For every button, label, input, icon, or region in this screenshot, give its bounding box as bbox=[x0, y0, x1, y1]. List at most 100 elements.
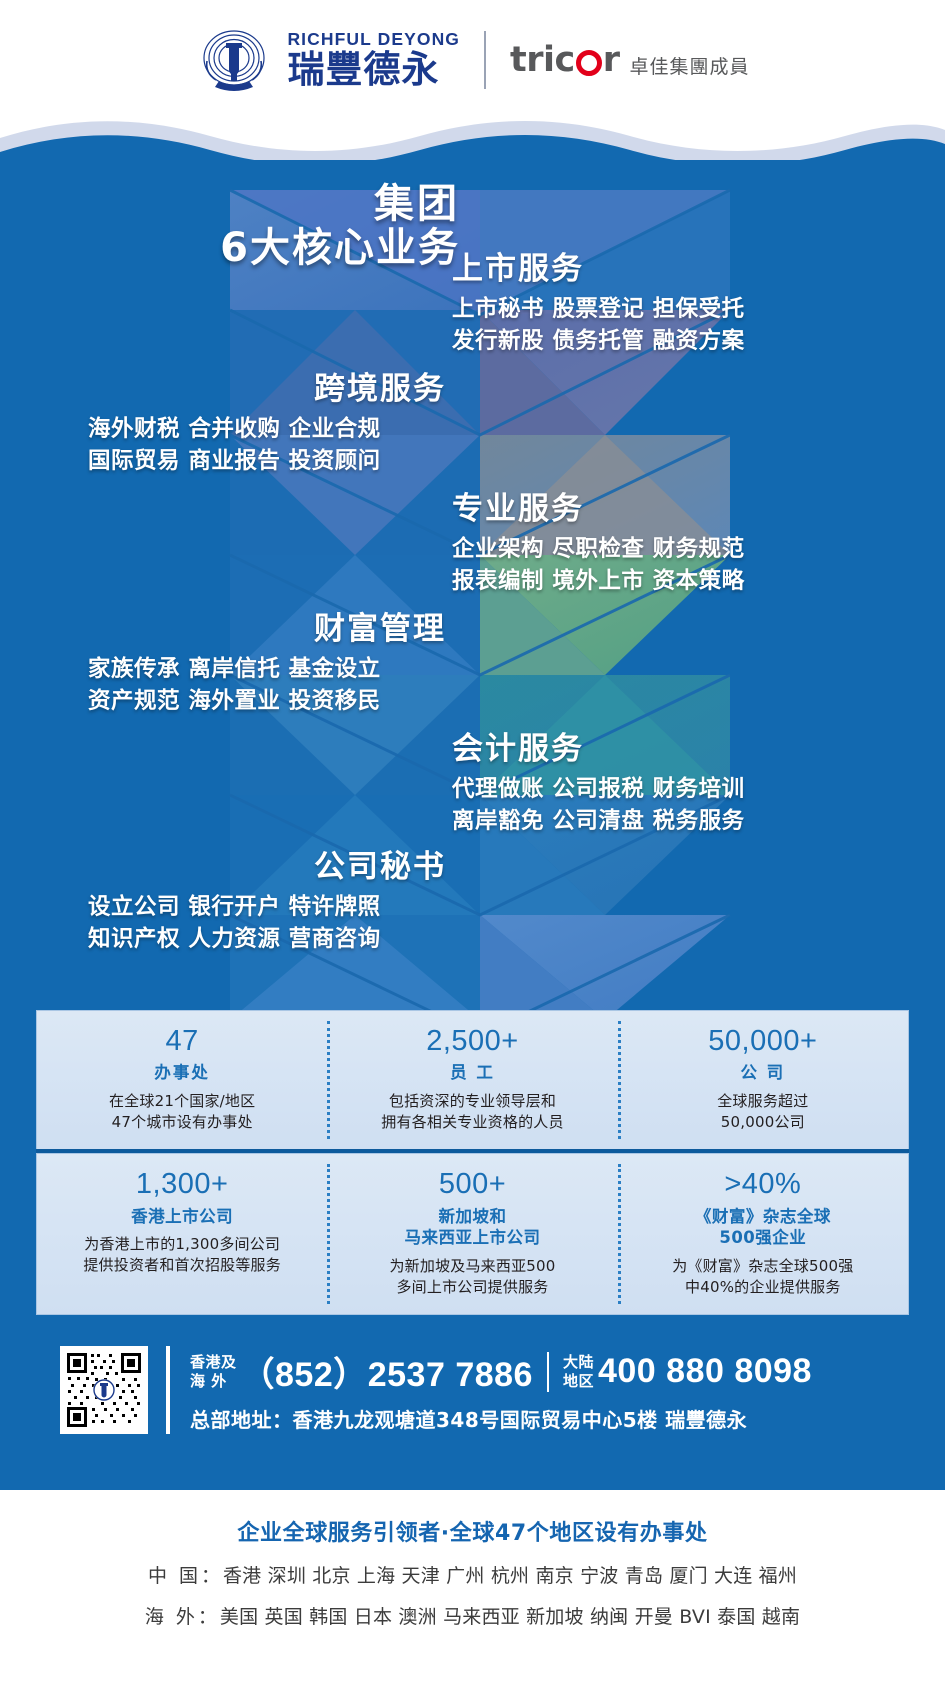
service-title-secretary: 公司秘书 bbox=[314, 849, 446, 885]
stat-label-sg-my-listed-line2: 马来西亚上市公司 bbox=[404, 1228, 541, 1248]
hk-phone-number[interactable]: （852）2537 7886 bbox=[240, 1356, 533, 1394]
logo-row: RICHFUL DEYONG 瑞豐德永 tric r 卓佳集團成員 bbox=[195, 27, 749, 93]
partner-chinese-label: 卓佳集團成員 bbox=[629, 55, 750, 78]
stat-card-offices: 47 办事处 在全球21个国家/地区 47个城市设有办事处 bbox=[37, 1011, 327, 1149]
service-items-professional-line1: 企业架构 尽职检查 财务规范 bbox=[452, 535, 745, 562]
stat-label-fortune500: 《财富》杂志全球 500强企业 bbox=[626, 1206, 900, 1249]
service-title-wealth: 财富管理 bbox=[314, 611, 446, 647]
stat-label-hk-listed: 香港上市公司 bbox=[45, 1206, 319, 1227]
service-title-accounting: 会计服务 bbox=[452, 731, 584, 767]
stat-number-offices: 47 bbox=[165, 1025, 199, 1057]
cn-phone-tag: 大陆 地区 bbox=[563, 1353, 594, 1390]
qr-code-icon[interactable] bbox=[60, 1346, 148, 1434]
contact-inner: 香港及 海 外 （852）2537 7886 大陆 地区 400 880 809… bbox=[60, 1346, 812, 1434]
service-block-cross-border: 跨境服务 海外财税 合并收购 企业合规 国际贸易 商业报告 投资顾问 bbox=[88, 372, 446, 478]
service-block-professional: 专业服务 企业架构 尽职检查 财务规范 报表编制 境外上市 资本策略 bbox=[452, 492, 745, 598]
hk-phone-tag: 香港及 海 外 bbox=[190, 1353, 237, 1390]
statistics-section: 47 办事处 在全球21个国家/地区 47个城市设有办事处 2,500+ 员 工… bbox=[36, 1010, 909, 1316]
service-items-accounting-line1: 代理做账 公司报税 财务培训 bbox=[452, 775, 745, 802]
stat-desc-sg-my-listed-line2: 多间上市公司提供服务 bbox=[396, 1277, 549, 1296]
service-title-listing: 上市服务 bbox=[452, 251, 584, 287]
service-block-listing: 上市服务 上市秘书 股票登记 担保受托 发行新股 债务托管 融资方案 bbox=[452, 252, 745, 358]
stat-desc-hk-listed: 为香港上市的1,300多间公司 提供投资者和首次招股等服务 bbox=[45, 1234, 319, 1277]
stat-label-hk-listed-line1: 香港上市公司 bbox=[131, 1206, 234, 1226]
stat-card-sg-my-listed: 500+ 新加坡和 马来西亚上市公司 为新加坡及马来西亚500 多间上市公司提供… bbox=[327, 1154, 617, 1314]
service-items-accounting-line2: 离岸豁免 公司清盘 税务服务 bbox=[452, 808, 745, 835]
stat-number-staff: 2,500+ bbox=[426, 1025, 519, 1057]
stat-card-hk-listed: 1,300+ 香港上市公司 为香港上市的1,300多间公司 提供投资者和首次招股… bbox=[37, 1154, 327, 1314]
stat-desc-companies-line2: 50,000公司 bbox=[720, 1113, 805, 1132]
stat-desc-offices: 在全球21个国家/地区 47个城市设有办事处 bbox=[45, 1091, 319, 1134]
service-items-wealth-line1: 家族传承 离岸信托 基金设立 bbox=[88, 655, 381, 682]
stat-desc-staff-line2: 拥有各相关专业资格的人员 bbox=[381, 1113, 564, 1132]
vertical-divider-icon bbox=[484, 31, 487, 89]
header-logo-bar: RICHFUL DEYONG 瑞豐德永 tric r 卓佳集團成員 bbox=[0, 0, 945, 120]
circle-o-icon bbox=[575, 50, 602, 76]
stat-desc-companies-line1: 全球服务超过 bbox=[717, 1091, 809, 1110]
partner-logo: tric r 卓佳集團成員 bbox=[510, 39, 750, 80]
brand-block: RICHFUL DEYONG 瑞豐德永 bbox=[287, 29, 460, 90]
service-items-listing-line2: 发行新股 债务托管 融资方案 bbox=[452, 328, 745, 355]
stat-desc-staff: 包括资深的专业领导层和 拥有各相关专业资格的人员 bbox=[335, 1091, 609, 1134]
footer-row-china: 中 国：香港 深圳 北京 上海 天津 广州 杭州 南京 宁波 青岛 厦门 大连 … bbox=[0, 1561, 945, 1588]
hk-phone-tag-line2: 海 外 bbox=[190, 1371, 227, 1390]
stat-label-sg-my-listed: 新加坡和 马来西亚上市公司 bbox=[335, 1206, 609, 1249]
cn-phone-number[interactable]: 400 880 8098 bbox=[597, 1352, 812, 1390]
stat-label-companies: 公 司 bbox=[740, 1063, 786, 1083]
stat-number-sg-my-listed: 500+ bbox=[438, 1168, 507, 1201]
service-items-secretary-line1: 设立公司 银行开户 特许牌照 bbox=[88, 893, 381, 920]
headquarters-address: 总部地址：香港九龙观塘道348号国际贸易中心5楼 瑞豐德永 bbox=[190, 1408, 748, 1432]
partner-name-head: tric bbox=[510, 39, 575, 80]
stat-number-fortune500: >40% bbox=[724, 1168, 802, 1201]
statistics-divider bbox=[36, 1149, 909, 1154]
stat-desc-fortune500-line1: 为《财富》杂志全球500强 bbox=[672, 1256, 854, 1275]
service-items-cross-border-line1: 海外财税 合并收购 企业合规 bbox=[88, 415, 381, 442]
footer-cities-china: 香港 深圳 北京 上海 天津 广州 杭州 南京 宁波 青岛 厦门 大连 福州 bbox=[222, 1565, 798, 1587]
contact-section: 香港及 海 外 （852）2537 7886 大陆 地区 400 880 809… bbox=[0, 1330, 945, 1490]
service-block-accounting: 会计服务 代理做账 公司报税 财务培训 离岸豁免 公司清盘 税务服务 bbox=[452, 732, 745, 838]
stat-card-fortune500: >40% 《财富》杂志全球 500强企业 为《财富》杂志全球500强 中40%的… bbox=[617, 1154, 908, 1314]
hero-title-line2: 6大核心业务 bbox=[220, 225, 460, 271]
stat-desc-offices-line2: 47个城市设有办事处 bbox=[111, 1113, 253, 1132]
service-items-secretary-line2: 知识产权 人力资源 营商咨询 bbox=[88, 926, 381, 953]
stat-label-staff: 员 工 bbox=[450, 1063, 495, 1083]
phone-divider-icon bbox=[546, 1351, 549, 1392]
core-business-diagram bbox=[0, 160, 945, 1020]
stat-desc-companies: 全球服务超过 50,000公司 bbox=[626, 1091, 900, 1134]
service-title-cross-border: 跨境服务 bbox=[314, 371, 446, 407]
service-block-secretary: 公司秘书 设立公司 银行开户 特许牌照 知识产权 人力资源 营商咨询 bbox=[88, 850, 446, 956]
stat-desc-hk-listed-line2: 提供投资者和首次招股等服务 bbox=[83, 1256, 281, 1275]
statistics-row-1: 47 办事处 在全球21个国家/地区 47个城市设有办事处 2,500+ 员 工… bbox=[36, 1010, 909, 1150]
stat-number-hk-listed: 1,300+ bbox=[135, 1168, 229, 1201]
contact-divider-icon bbox=[166, 1346, 170, 1434]
footer-cities-overseas: 美国 英国 韩国 日本 澳洲 马来西亚 新加坡 纳闽 开曼 BVI 泰国 越南 bbox=[219, 1606, 801, 1628]
stat-desc-fortune500: 为《财富》杂志全球500强 中40%的企业提供服务 bbox=[626, 1256, 900, 1299]
service-items-listing-line1: 上市秘书 股票登记 担保受托 bbox=[452, 295, 745, 322]
hk-phone-tag-line1: 香港及 bbox=[190, 1353, 237, 1372]
stat-desc-offices-line1: 在全球21个国家/地区 bbox=[108, 1091, 256, 1110]
partner-wordmark: tric r bbox=[510, 39, 620, 80]
service-items-cross-border-line2: 国际贸易 商业报告 投资顾问 bbox=[88, 448, 381, 475]
cn-phone-tag-line2: 地区 bbox=[562, 1371, 594, 1390]
stat-desc-hk-listed-line1: 为香港上市的1,300多间公司 bbox=[84, 1235, 281, 1254]
statistics-row-2: 1,300+ 香港上市公司 为香港上市的1,300多间公司 提供投资者和首次招股… bbox=[36, 1153, 909, 1316]
service-items-wealth-line2: 资产规范 海外置业 投资移民 bbox=[88, 688, 381, 715]
stat-desc-sg-my-listed-line1: 为新加坡及马来西亚500 bbox=[389, 1256, 556, 1275]
footer-label-china: 中 国： bbox=[147, 1565, 223, 1587]
stat-number-companies: 50,000+ bbox=[708, 1025, 818, 1057]
hero-title: 集团 6大核心业务 bbox=[0, 182, 460, 271]
stat-card-companies: 50,000+ 公 司 全球服务超过 50,000公司 bbox=[617, 1011, 908, 1149]
footer-section: 企业全球服务引领者·全球47个地区设有办事处 中 国：香港 深圳 北京 上海 天… bbox=[0, 1490, 945, 1690]
partner-name-tail: r bbox=[602, 39, 620, 80]
phone-line: 香港及 海 外 （852）2537 7886 大陆 地区 400 880 809… bbox=[190, 1347, 812, 1396]
service-items-professional-line2: 报表编制 境外上市 资本策略 bbox=[452, 568, 745, 595]
footer-row-overseas: 海 外：美国 英国 韩国 日本 澳洲 马来西亚 新加坡 纳闽 开曼 BVI 泰国… bbox=[0, 1602, 945, 1629]
stat-desc-sg-my-listed: 为新加坡及马来西亚500 多间上市公司提供服务 bbox=[335, 1256, 609, 1299]
hero-title-line1: 集团 bbox=[374, 181, 460, 227]
stat-label-sg-my-listed-line1: 新加坡和 bbox=[438, 1206, 507, 1226]
shield-crest-icon bbox=[195, 27, 273, 93]
contact-text: 香港及 海 外 （852）2537 7886 大陆 地区 400 880 809… bbox=[190, 1347, 812, 1433]
cn-phone-tag-line1: 大陆 bbox=[562, 1353, 594, 1372]
stat-desc-staff-line1: 包括资深的专业领导层和 bbox=[388, 1091, 557, 1110]
